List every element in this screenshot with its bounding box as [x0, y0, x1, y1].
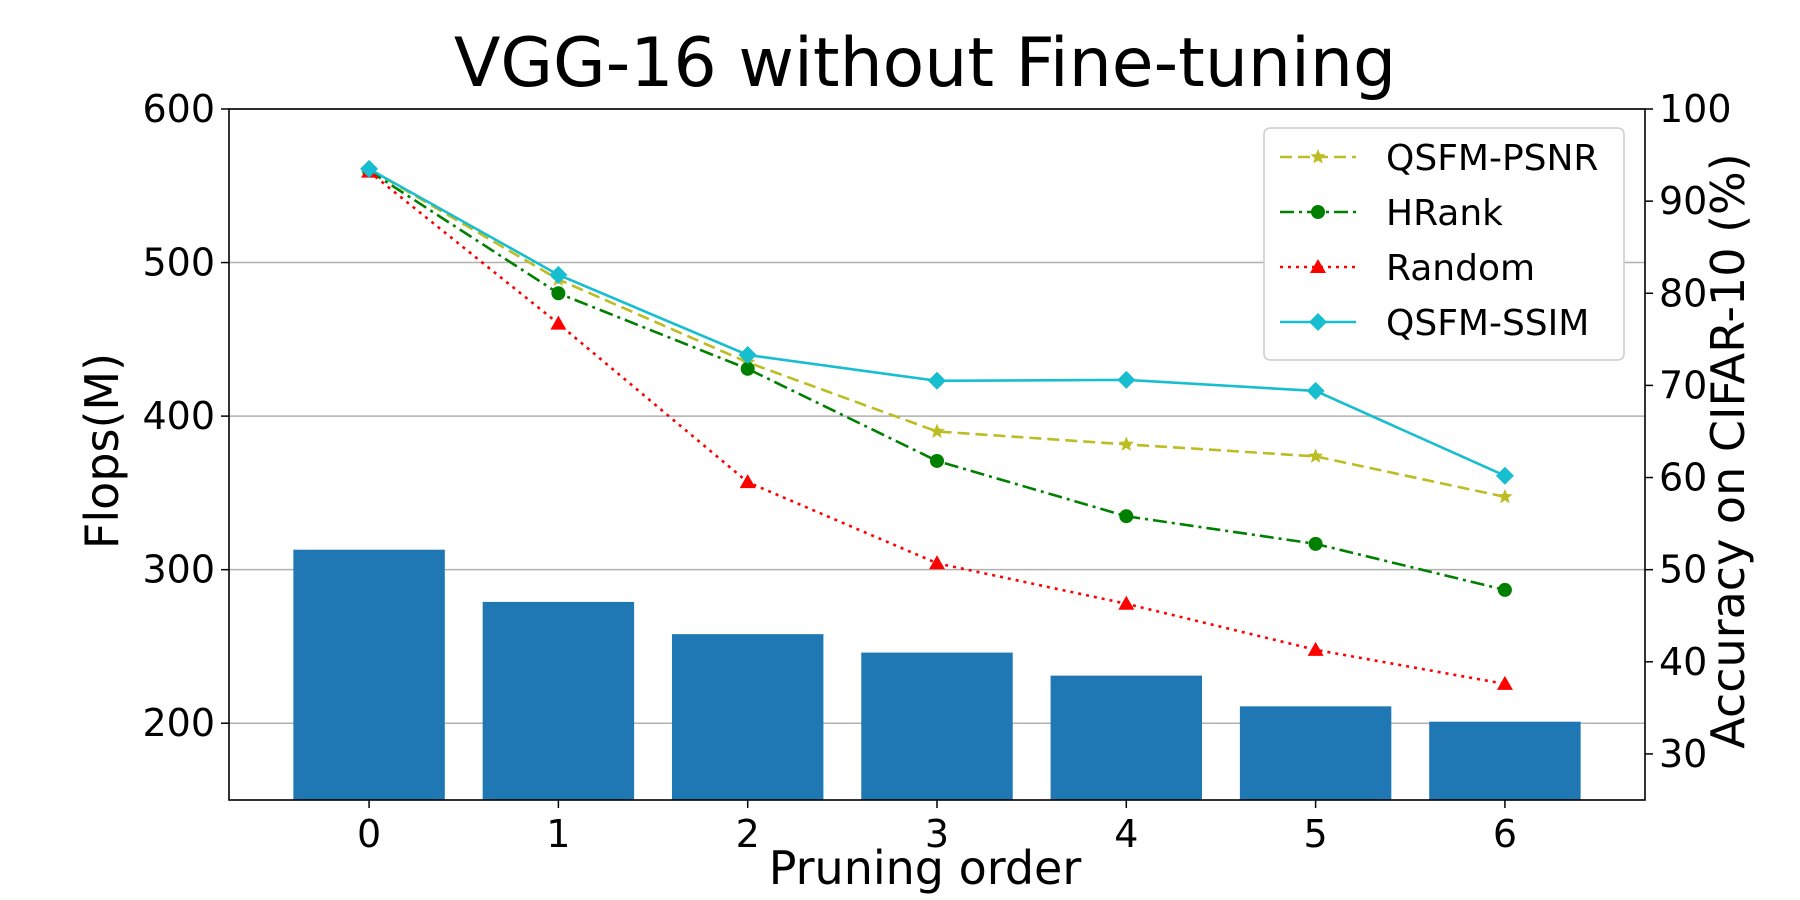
x-tick-label: 4 [1114, 812, 1138, 856]
data-point [1310, 149, 1326, 164]
data-point [928, 371, 946, 390]
data-point [550, 315, 567, 330]
data-point [1119, 509, 1134, 524]
line-layer [360, 159, 1514, 690]
data-point [1496, 675, 1513, 690]
bar [1429, 721, 1581, 800]
legend-label: QSFM-PSNR [1386, 138, 1598, 179]
data-point [929, 555, 945, 570]
y-left-tick-label: 200 [142, 701, 215, 745]
grid-layer [229, 108, 1645, 724]
data-point [1309, 313, 1327, 331]
data-point [930, 453, 944, 468]
data-point [549, 265, 568, 284]
y-right-tick-label: 40 [1659, 640, 1707, 684]
y-left-tick-label: 400 [142, 394, 215, 438]
data-point [1310, 259, 1326, 273]
data-point [360, 159, 379, 178]
data-point [738, 345, 757, 364]
data-point [1117, 370, 1136, 389]
x-axis-label: Pruning order [769, 841, 1082, 895]
legend-item: QSFM-SSIM [1280, 303, 1589, 344]
bar [293, 549, 445, 800]
legend-label: Random [1386, 248, 1535, 289]
x-tick-label: 1 [546, 812, 570, 856]
bar [1050, 675, 1203, 800]
y-right-tick-label: 90 [1659, 179, 1707, 223]
y-right-tick-label: 70 [1659, 363, 1707, 407]
data-point [740, 361, 755, 376]
legend: QSFM-PSNR HRank Random QSFM-SSIM [1263, 127, 1625, 361]
legend-item: QSFM-PSNR [1280, 138, 1598, 179]
data-point [1308, 536, 1323, 551]
data-point [929, 423, 945, 438]
x-tick-label: 5 [1304, 812, 1328, 856]
data-point [1118, 436, 1134, 451]
y-right-tick-label: 30 [1659, 732, 1707, 776]
x-tick-label: 2 [736, 812, 760, 856]
bar-layer [293, 549, 1581, 800]
axis-layer: 0 1 2 3 4 5 6 200 300 400 500 600 30 40 50 60 70 80 90 100 [142, 87, 1731, 856]
bar [1239, 706, 1392, 800]
data-point [1311, 205, 1325, 219]
y-left-tick-label: 600 [142, 87, 215, 131]
bar [671, 634, 824, 800]
legend-frame [1263, 127, 1625, 361]
chart-title: VGG-16 without Fine-tuning [454, 24, 1396, 103]
y-right-tick-label: 100 [1659, 87, 1732, 131]
y-left-tick-label: 500 [142, 241, 215, 285]
y-right-tick-label: 80 [1659, 271, 1707, 315]
y-axis-right-label: Accuracy on CIFAR-10 (%) [1701, 153, 1755, 748]
y-left-tick-label: 300 [142, 548, 215, 592]
data-point [1307, 641, 1324, 656]
data-point [739, 474, 756, 489]
data-point [1495, 466, 1514, 485]
series-line [360, 159, 1514, 485]
bar [861, 652, 1013, 800]
x-tick-label: 3 [925, 812, 949, 856]
data-point [551, 286, 566, 301]
data-point [1306, 381, 1325, 400]
bar [482, 601, 635, 800]
legend-label: HRank [1386, 193, 1503, 234]
series-line [361, 163, 1513, 690]
legend-item: Random [1280, 248, 1535, 289]
y-axis-left-label: Flops(M) [75, 353, 129, 549]
data-point [1308, 448, 1324, 463]
data-point [1497, 488, 1513, 504]
y-right-tick-label: 50 [1659, 548, 1707, 592]
x-tick-label: 6 [1493, 812, 1517, 856]
legend-label: QSFM-SSIM [1386, 303, 1589, 344]
data-point [1118, 595, 1135, 610]
legend-item: HRank [1280, 193, 1503, 234]
x-tick-label: 0 [357, 812, 381, 856]
data-point [1497, 582, 1512, 597]
y-right-tick-label: 60 [1659, 456, 1707, 500]
